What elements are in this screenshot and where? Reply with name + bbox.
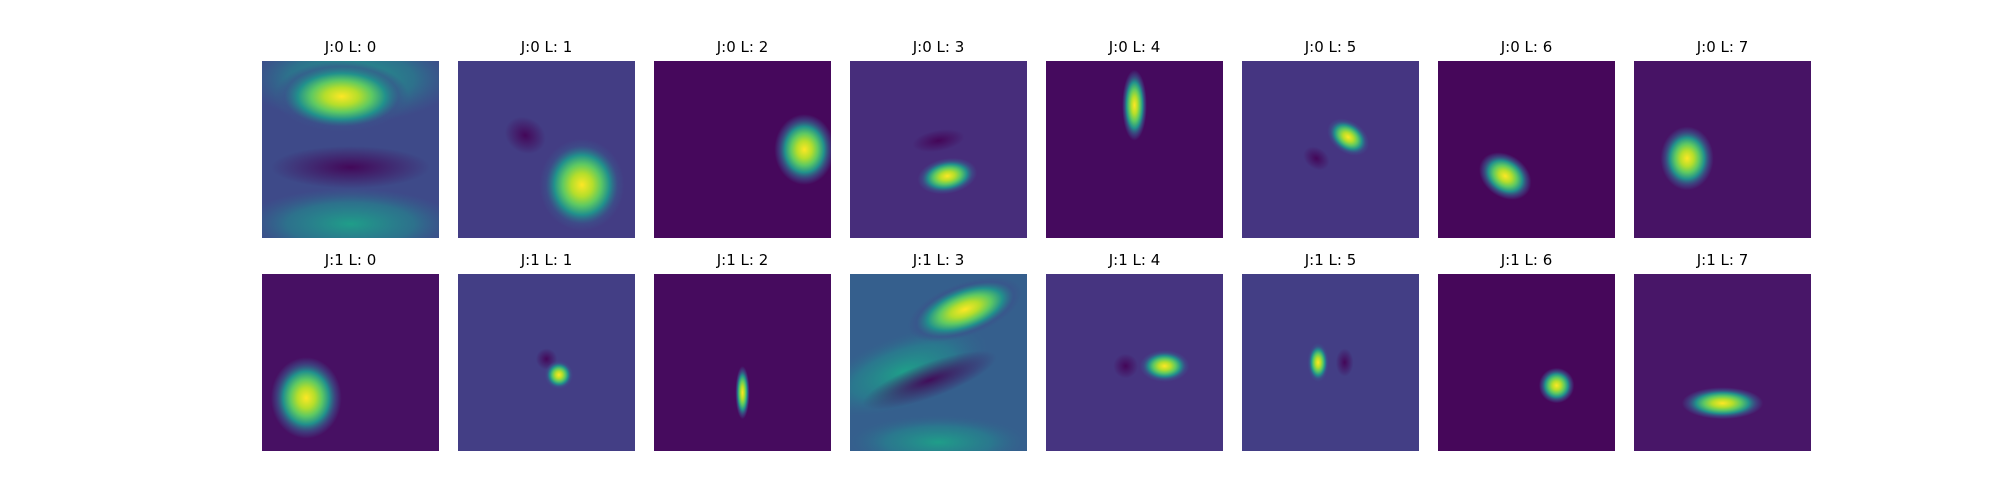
blob [850, 415, 1027, 451]
panel: J:0 L: 2 [654, 38, 831, 238]
image-background [1634, 274, 1811, 451]
image [262, 61, 439, 238]
panel: J:1 L: 2 [654, 251, 831, 451]
image [850, 274, 1027, 451]
blob [850, 326, 988, 417]
image [850, 61, 1027, 238]
panel: J:1 L: 4 [1046, 251, 1223, 451]
image [1242, 61, 1419, 238]
panel-title: J:0 L: 3 [912, 38, 965, 56]
blob [735, 366, 750, 420]
blob [1681, 387, 1764, 420]
blob [1113, 353, 1139, 379]
panel-title: J:1 L: 3 [912, 251, 965, 269]
panel-title: J:1 L: 0 [324, 251, 377, 269]
blob [1139, 350, 1190, 382]
blob [539, 138, 625, 231]
image [1634, 274, 1811, 451]
image [654, 274, 831, 451]
panel-title: J:1 L: 4 [1108, 251, 1161, 269]
blob [907, 277, 1023, 342]
panel-title: J:0 L: 5 [1304, 38, 1357, 56]
blob [274, 61, 409, 132]
panel-title: J:0 L: 7 [1696, 38, 1749, 56]
image [654, 61, 831, 238]
blob [1303, 146, 1330, 171]
panel: J:0 L: 6 [1438, 38, 1615, 238]
image [1438, 61, 1615, 238]
image-background [654, 274, 831, 451]
panel: J:0 L: 3 [850, 38, 1027, 238]
image [1046, 274, 1223, 451]
panel-title: J:0 L: 6 [1500, 38, 1553, 56]
panel-title: J:1 L: 1 [520, 251, 573, 269]
panel: J:1 L: 3 [850, 251, 1027, 451]
blob [1122, 69, 1147, 141]
panel-title: J:0 L: 1 [520, 38, 573, 56]
panel-title: J:1 L: 2 [716, 251, 769, 269]
image [1242, 274, 1419, 451]
panel-title: J:1 L: 5 [1304, 251, 1357, 269]
blob [1538, 367, 1575, 404]
image-background [1438, 274, 1615, 451]
blob [270, 145, 431, 189]
blob [774, 114, 831, 185]
panel: J:1 L: 0 [262, 251, 439, 451]
panel: J:1 L: 5 [1242, 251, 1419, 451]
blob [862, 350, 997, 410]
image-background [1242, 274, 1419, 451]
blob [504, 116, 546, 154]
blob [262, 188, 439, 238]
image [458, 274, 635, 451]
panel: J:1 L: 1 [458, 251, 635, 451]
panel: J:0 L: 4 [1046, 38, 1223, 238]
panel: J:1 L: 6 [1438, 251, 1615, 451]
blob [912, 129, 965, 153]
blob [1479, 152, 1532, 200]
image [1046, 61, 1223, 238]
blob [1660, 126, 1714, 191]
blob [544, 360, 574, 390]
panel: J:1 L: 7 [1634, 251, 1811, 451]
image-background [1242, 61, 1419, 238]
image [262, 274, 439, 451]
panel-title: J:0 L: 4 [1108, 38, 1161, 56]
panel-title: J:0 L: 0 [324, 38, 377, 56]
image [1438, 274, 1615, 451]
blob [1327, 118, 1370, 156]
image-background [1438, 61, 1615, 238]
panel: J:0 L: 7 [1634, 38, 1811, 238]
panel-title: J:0 L: 2 [716, 38, 769, 56]
image-background [1634, 61, 1811, 238]
blob [1307, 343, 1329, 382]
blob [270, 357, 342, 439]
panel: J:0 L: 5 [1242, 38, 1419, 238]
panel-title: J:1 L: 6 [1500, 251, 1553, 269]
image [458, 61, 635, 238]
panel-title: J:1 L: 7 [1696, 251, 1749, 269]
image [1634, 61, 1811, 238]
blob [917, 157, 978, 195]
panel: J:0 L: 0 [262, 38, 439, 238]
blob [1335, 348, 1354, 377]
panel: J:0 L: 1 [458, 38, 635, 238]
